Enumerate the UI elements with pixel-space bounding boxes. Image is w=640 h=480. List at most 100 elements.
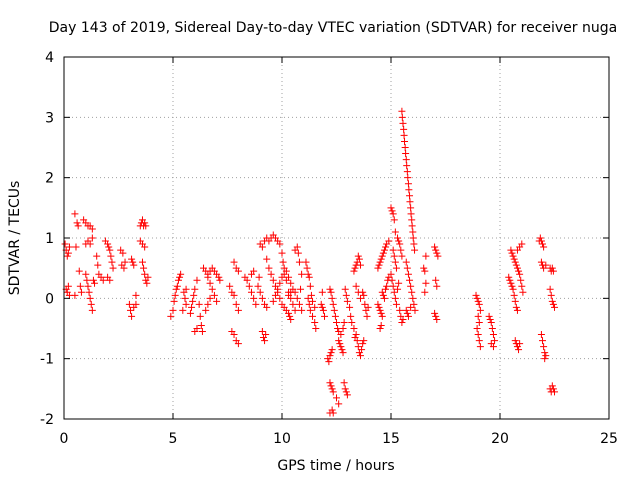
x-tick-label: 10 (273, 431, 291, 447)
data-point (258, 294, 266, 302)
data-point (182, 300, 190, 308)
data-point (387, 270, 395, 278)
data-point (140, 264, 148, 272)
data-point (265, 264, 273, 272)
data-point (198, 328, 206, 336)
data-point (378, 288, 386, 296)
data-point (170, 297, 178, 305)
data-point (356, 261, 364, 269)
data-point (71, 210, 79, 218)
data-point (547, 291, 555, 299)
data-point (250, 267, 258, 275)
data-point (173, 282, 181, 290)
data-point (167, 312, 175, 320)
data-point (410, 240, 418, 248)
data-point (540, 343, 548, 351)
data-point (189, 297, 197, 305)
data-point (94, 261, 102, 269)
data-point (432, 312, 440, 320)
data-point (269, 297, 277, 305)
data-point (342, 388, 350, 396)
data-point (541, 355, 549, 363)
data-point (510, 291, 518, 299)
data-point (261, 337, 269, 345)
data-point (406, 192, 414, 200)
data-point (282, 276, 290, 284)
data-point (518, 282, 526, 290)
data-point (551, 303, 558, 311)
data-point (392, 300, 400, 308)
data-point (398, 107, 406, 115)
data-point (398, 113, 406, 121)
data-point (341, 285, 349, 293)
data-point (536, 234, 544, 242)
data-point (280, 264, 288, 272)
data-point (399, 315, 407, 323)
data-point (380, 246, 388, 254)
data-point (317, 300, 325, 308)
data-point (402, 150, 410, 158)
data-point (403, 168, 411, 176)
data-point (411, 306, 419, 314)
data-point (255, 273, 263, 281)
data-point (258, 328, 266, 336)
data-point (289, 300, 297, 308)
data-point (228, 328, 236, 336)
data-point (382, 285, 390, 293)
data-point (307, 291, 315, 299)
data-point (473, 325, 481, 332)
data-point (65, 243, 73, 251)
data-point (510, 255, 518, 263)
x-tick-label: 5 (169, 431, 178, 447)
data-point (376, 306, 384, 314)
data-point (339, 325, 347, 332)
data-point (335, 400, 343, 408)
data-point (171, 291, 179, 299)
data-point (179, 306, 187, 314)
data-point (63, 252, 71, 260)
data-point (325, 358, 333, 366)
data-point (508, 282, 516, 290)
data-point (341, 385, 349, 393)
data-point (99, 276, 107, 284)
data-point (61, 240, 69, 248)
data-point (191, 285, 199, 293)
data-point (475, 318, 483, 326)
data-point (377, 309, 385, 317)
data-point (491, 337, 499, 345)
data-point (476, 306, 484, 314)
data-point (213, 297, 221, 305)
data-point (431, 243, 439, 251)
data-point (404, 312, 412, 320)
data-point (390, 252, 398, 260)
data-point (262, 331, 270, 339)
data-point (287, 279, 295, 287)
data-point (542, 352, 550, 360)
data-point (293, 243, 301, 251)
data-point (309, 297, 317, 305)
data-point (391, 294, 399, 302)
data-point (130, 261, 138, 269)
data-point (407, 204, 415, 212)
data-point (391, 258, 399, 266)
data-point (263, 255, 271, 263)
data-point (374, 264, 382, 272)
data-point (129, 258, 137, 266)
data-point (513, 264, 521, 272)
data-point (309, 312, 317, 320)
data-point (397, 246, 405, 254)
y-tick-label: 1 (45, 231, 54, 247)
data-point (256, 288, 264, 296)
data-point (330, 306, 338, 314)
data-point (396, 240, 404, 248)
data-point (350, 325, 358, 332)
data-point (516, 270, 524, 278)
data-point (385, 237, 393, 245)
data-point (376, 258, 384, 266)
data-point (389, 282, 397, 290)
data-point (304, 294, 312, 302)
data-point (271, 291, 279, 299)
data-point (509, 285, 517, 293)
data-point (302, 258, 310, 266)
data-point (291, 306, 299, 314)
